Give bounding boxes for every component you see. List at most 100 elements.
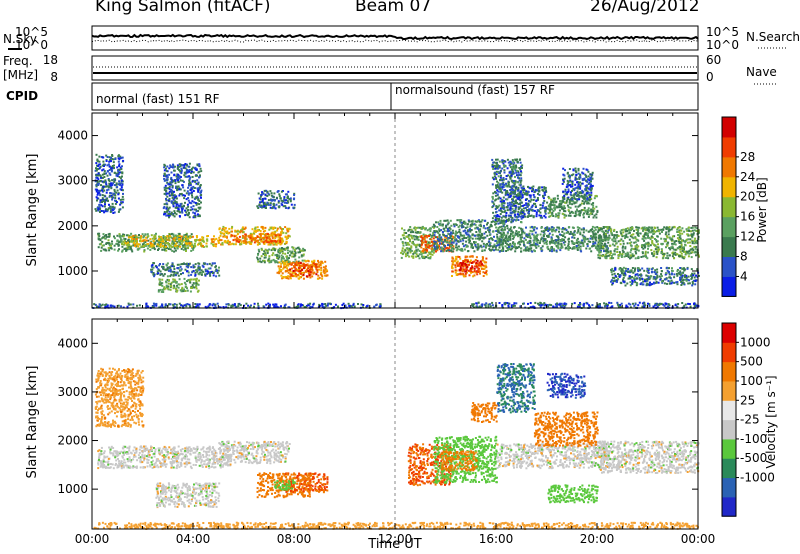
echo-pixel (203, 263, 206, 266)
echo-pixel (409, 231, 412, 234)
echo-pixel (500, 221, 503, 224)
echo-pixel (116, 173, 119, 176)
echo-pixel (292, 206, 295, 209)
echo-pixel (262, 237, 265, 240)
echo-pixel (605, 247, 608, 250)
echo-pixel (623, 272, 626, 275)
echo-pixel (185, 250, 187, 252)
echo-pixel (464, 255, 467, 258)
echo-pixel (444, 239, 446, 242)
echo-pixel (637, 249, 640, 252)
echo-pixel (598, 243, 600, 246)
echo-pixel (107, 242, 109, 244)
echo-pixel (187, 240, 190, 243)
echo-pixel (502, 235, 505, 238)
echo-pixel (583, 240, 586, 243)
echo-pixel (599, 238, 602, 241)
echo-pixel (172, 235, 175, 237)
echo-pixel (425, 255, 428, 258)
echo-pixel (105, 160, 108, 162)
echo-pixel (289, 200, 292, 203)
echo-pixel (181, 205, 184, 208)
echo-pixel (511, 247, 514, 250)
echo-pixel (223, 234, 226, 237)
echo-pixel (503, 239, 505, 242)
echo-pixel (299, 251, 301, 254)
echo-pixel (527, 241, 529, 244)
echo-pixel (248, 241, 251, 243)
echo-pixel (175, 175, 178, 178)
echo-pixel (634, 236, 637, 239)
echo-pixel (170, 211, 173, 214)
echo-pixel (637, 226, 640, 229)
echo-pixel (433, 244, 436, 247)
echo-pixel (221, 243, 224, 246)
echo-pixel (534, 245, 537, 248)
echo-pixel (181, 235, 184, 238)
echo-pixel (262, 230, 265, 233)
echo-pixel (116, 243, 119, 246)
echo-pixel (600, 249, 602, 252)
echo-pixel (175, 187, 177, 189)
echo-pixel (675, 281, 678, 284)
echo-pixel (643, 255, 646, 258)
echo-pixel (455, 246, 458, 249)
echo-pixel (403, 231, 406, 234)
echo-pixel (163, 166, 166, 169)
echo-pixel (170, 189, 173, 192)
echo-pixel (153, 248, 156, 251)
echo-pixel (670, 273, 673, 276)
echo-pixel (445, 234, 447, 237)
echo-pixel (649, 276, 652, 279)
echo-pixel (108, 203, 110, 206)
echo-pixel (647, 241, 650, 244)
echo-pixel (533, 228, 536, 231)
echo-pixel (524, 238, 527, 241)
echo-pixel (315, 266, 318, 269)
echo-pixel (145, 244, 147, 247)
echo-pixel (102, 185, 105, 188)
echo-pixel (447, 233, 450, 235)
echo-pixel (236, 238, 239, 241)
echo-pixel (101, 205, 104, 208)
echo-pixel (683, 240, 686, 243)
echo-pixel (200, 201, 202, 204)
echo-pixel (116, 175, 119, 178)
echo-pixel (97, 232, 100, 235)
echo-pixel (534, 237, 537, 240)
echo-pixel (625, 233, 628, 236)
echo-pixel (440, 229, 443, 232)
echo-pixel (324, 265, 327, 268)
echo-pixel (218, 227, 221, 230)
echo-pixel (603, 244, 606, 247)
echo-pixel (582, 245, 585, 247)
echo-pixel (662, 256, 665, 259)
echo-pixel (186, 280, 189, 283)
echo-pixel (594, 228, 597, 231)
echo-pixel (459, 240, 462, 243)
echo-pixel (599, 251, 602, 254)
echo-pixel (170, 178, 173, 180)
echo-pixel (481, 219, 484, 222)
echo-pixel (293, 265, 295, 267)
echo-pixel (134, 239, 137, 242)
echo-pixel (651, 229, 654, 232)
echo-pixel (520, 233, 523, 236)
echo-pixel (117, 160, 120, 163)
echo-pixel (181, 239, 184, 242)
echo-pixel (491, 238, 494, 241)
echo-pixel (652, 230, 655, 232)
echo-pixel (118, 180, 121, 183)
echo-pixel (270, 259, 273, 262)
echo-pixel (594, 236, 597, 239)
echo-pixel (662, 228, 665, 231)
echo-pixel (579, 245, 582, 248)
echo-pixel (520, 229, 523, 232)
echo-pixel (98, 243, 101, 246)
echo-pixel (234, 229, 237, 232)
echo-pixel (612, 240, 615, 243)
echo-pixel (217, 239, 220, 242)
echo-pixel (681, 255, 684, 258)
echo-pixel (651, 283, 653, 286)
echo-pixel (505, 250, 508, 252)
